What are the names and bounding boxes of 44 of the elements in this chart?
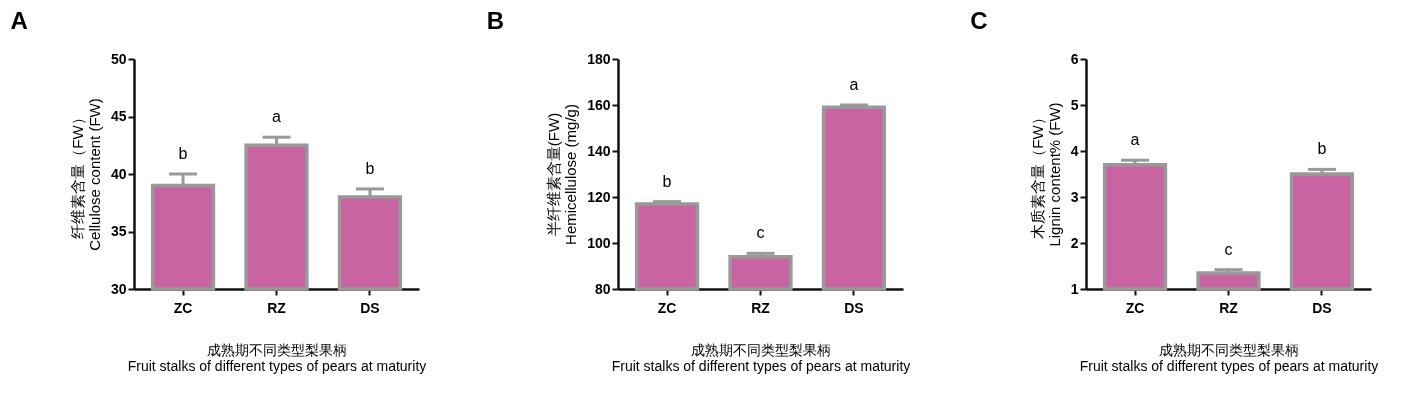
y-tick-label: 160 <box>587 96 611 113</box>
x-axis-title: 成熟期不同类型梨果柄 Fruit stalks of different types of pears at maturity <box>611 341 911 374</box>
annotation: a <box>272 108 282 126</box>
x-tick-label: DS <box>1312 299 1332 316</box>
y-tick-label: 40 <box>110 165 127 182</box>
y-tick-label: 3 <box>1070 188 1079 205</box>
y-tick-label: 100 <box>587 234 611 251</box>
chart-title: B <box>486 7 504 34</box>
x-axis-title: 成熟期不同类型梨果柄 Fruit stalks of different types of pears at maturity <box>1079 341 1379 374</box>
chart-title: A <box>10 7 28 34</box>
chart-title: C <box>970 7 988 34</box>
y-tick-label: 120 <box>587 188 611 205</box>
x-tick-label: ZC <box>657 299 677 316</box>
x-tick-label: DS <box>360 299 380 316</box>
x-tick-label: ZC <box>173 299 193 316</box>
y-axis-title: 半纤维素含量(FW) Hemicellulose (mg/g) <box>545 104 580 245</box>
annotation: b <box>662 172 672 190</box>
y-tick-label: 6 <box>1070 50 1079 67</box>
y-tick-label: 45 <box>110 108 127 124</box>
x-tick-label: RZ <box>751 299 771 316</box>
x-tick-label: ZC <box>1125 299 1145 316</box>
x-tick-label: DS <box>844 299 864 316</box>
annotation: a <box>849 76 859 93</box>
annotation: b <box>1317 140 1327 158</box>
x-axis-title: 成熟期不同类型梨果柄 Fruit stalks of different types of pears at maturity <box>127 341 427 374</box>
y-tick-label: 50 <box>110 50 127 67</box>
y-tick-label: 5 <box>1070 96 1079 113</box>
y-tick-label: 80 <box>594 280 611 297</box>
annotation: b <box>365 159 375 177</box>
y-axis-title: 木质素含量（FW） Lignin content% (FW) <box>1028 102 1063 247</box>
annotation: c <box>1224 240 1233 258</box>
annotation: c <box>756 224 765 242</box>
y-tick-label: 30 <box>110 280 127 297</box>
y-tick-label: 140 <box>587 142 611 159</box>
y-tick-label: 2 <box>1070 234 1079 251</box>
y-axis-title: 纤维素含量（FW） Cellulose content (FW) <box>68 98 103 251</box>
annotation: b <box>178 145 188 162</box>
x-tick-label: RZ <box>1219 299 1239 316</box>
y-tick-label: 35 <box>110 223 127 239</box>
y-tick-label: 180 <box>587 50 611 67</box>
y-tick-label: 4 <box>1070 142 1079 159</box>
y-tick-label: 1 <box>1070 280 1079 297</box>
annotation: a <box>1130 131 1140 149</box>
x-tick-label: RZ <box>267 299 287 316</box>
